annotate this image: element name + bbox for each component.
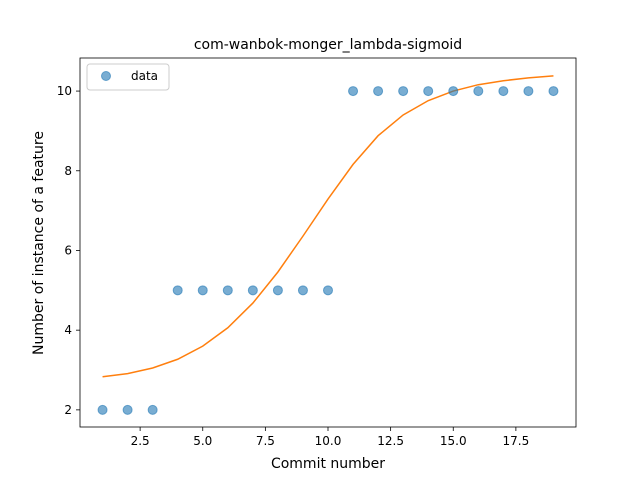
data-point: [523, 86, 534, 97]
plot-layer: 2.5 5.0 7.5 10.0 12.5 15.0 17.5 2 4 6 8 10: [57, 57, 577, 448]
x-tick-label: 15.0: [440, 434, 467, 448]
data-point: [548, 86, 559, 97]
data-point: [373, 86, 384, 97]
y-tick-label: 4: [64, 323, 72, 337]
data-point: [172, 285, 183, 296]
x-axis-label: Commit number: [271, 456, 385, 472]
y-tick-label: 6: [64, 243, 72, 257]
data-point: [272, 285, 283, 296]
data-point: [473, 86, 484, 97]
data-point: [222, 285, 233, 296]
x-tick-label: 2.5: [131, 434, 150, 448]
data-point: [323, 285, 333, 296]
data-point: [423, 86, 434, 97]
data-point: [498, 86, 509, 97]
chart-title: com-wanbok-monger_lambda-sigmoid: [194, 37, 462, 53]
data-point: [448, 86, 459, 97]
data-point: [122, 404, 133, 415]
fit-line: [102, 75, 554, 378]
legend-box: [86, 63, 170, 91]
data-point: [197, 285, 208, 296]
x-tick-label: 12.5: [377, 434, 404, 448]
data-point: [348, 86, 359, 97]
x-tick-label: 10.0: [315, 434, 342, 448]
data-point: [147, 404, 158, 415]
data-point: [297, 285, 308, 296]
y-tick-label: 8: [64, 164, 72, 178]
legend-marker-data: [101, 71, 111, 81]
legend-label-data: data: [131, 69, 158, 83]
y-tick-label: 2: [64, 403, 72, 417]
legend: data: [86, 63, 170, 91]
data-point: [398, 86, 409, 97]
x-tick-label: 17.5: [503, 434, 530, 448]
x-tick-label: 5.0: [193, 434, 212, 448]
data-point: [97, 404, 108, 415]
data-point: [247, 285, 258, 296]
x-tick-label: 7.5: [256, 434, 275, 448]
y-tick-label: 10: [57, 84, 72, 98]
y-axis-label: Number of instance of a feature: [31, 131, 47, 355]
